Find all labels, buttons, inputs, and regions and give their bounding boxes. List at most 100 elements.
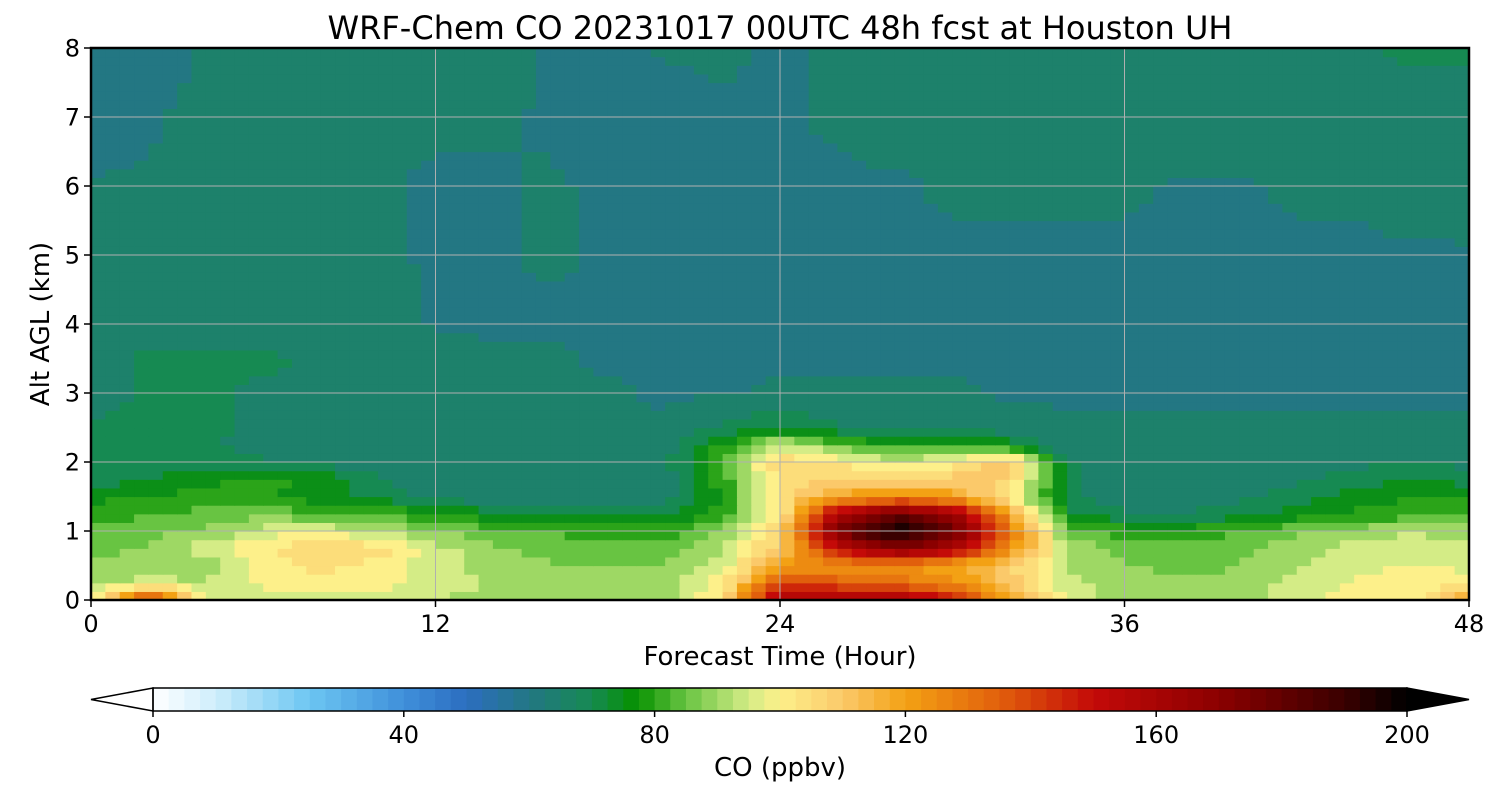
heatmap-cell — [1210, 393, 1226, 403]
heatmap-cell — [349, 341, 365, 351]
heatmap-cell — [1239, 306, 1255, 316]
heatmap-cell — [579, 410, 594, 420]
heatmap-cell — [1239, 522, 1255, 532]
heatmap-cell — [521, 444, 537, 454]
heatmap-cell — [564, 229, 580, 239]
heatmap-cell — [1368, 470, 1384, 480]
heatmap-cell — [1368, 513, 1384, 523]
heatmap-cell — [263, 168, 279, 178]
heatmap-cell — [1167, 203, 1183, 213]
heatmap-cell — [966, 306, 982, 316]
heatmap-cell — [1440, 531, 1456, 541]
heatmap-field — [91, 48, 1469, 600]
heatmap-cell — [765, 324, 781, 334]
heatmap-cell — [1038, 462, 1054, 472]
heatmap-cell — [363, 565, 379, 575]
heatmap-cell — [1224, 194, 1240, 204]
heatmap-cell — [1382, 410, 1398, 420]
heatmap-cell — [248, 591, 264, 600]
heatmap-cell — [808, 436, 824, 446]
heatmap-cell — [1110, 556, 1126, 567]
heatmap-cell — [995, 487, 1011, 498]
heatmap-cell — [1454, 272, 1469, 282]
heatmap-cell — [335, 582, 350, 592]
heatmap-cell — [349, 418, 365, 429]
heatmap-cell — [1081, 513, 1097, 523]
heatmap-cell — [1181, 582, 1197, 592]
heatmap-cell — [650, 427, 666, 437]
heatmap-cell — [1339, 401, 1355, 411]
heatmap-cell — [1067, 280, 1083, 291]
heatmap-cell — [392, 349, 408, 360]
heatmap-cell — [995, 539, 1011, 549]
heatmap-cell — [263, 462, 279, 472]
heatmap-cell — [937, 341, 953, 351]
heatmap-cell — [406, 246, 422, 256]
heatmap-cell — [808, 349, 824, 360]
heatmap-cell — [1311, 289, 1327, 299]
heatmap-cell — [1081, 375, 1097, 385]
heatmap-cell — [521, 255, 537, 265]
heatmap-cell — [1024, 168, 1039, 178]
heatmap-cell — [1354, 194, 1370, 204]
heatmap-cell — [808, 358, 824, 368]
heatmap-cell — [392, 246, 408, 256]
heatmap-cell — [607, 186, 623, 196]
heatmap-cell — [205, 315, 221, 325]
heatmap-cell — [1124, 315, 1140, 325]
heatmap-cell — [866, 306, 882, 316]
heatmap-cell — [665, 453, 681, 463]
heatmap-cell — [1153, 487, 1169, 498]
heatmap-cell — [1052, 186, 1068, 196]
heatmap-cell — [248, 582, 264, 592]
heatmap-cell — [1268, 315, 1283, 325]
heatmap-cell — [952, 393, 968, 403]
heatmap-cell — [866, 487, 882, 498]
heatmap-cell — [162, 479, 178, 489]
heatmap-cell — [1339, 548, 1355, 558]
heatmap-cell — [105, 237, 121, 247]
heatmap-cell — [937, 298, 953, 308]
heatmap-cell — [1282, 220, 1298, 230]
heatmap-cell — [277, 591, 293, 600]
heatmap-cell — [449, 168, 465, 178]
heatmap-cell — [622, 462, 638, 472]
heatmap-cell — [1411, 168, 1427, 178]
heatmap-cell — [91, 160, 106, 170]
heatmap-cell — [1368, 582, 1384, 592]
heatmap-cell — [392, 470, 408, 480]
heatmap-cell — [1382, 341, 1398, 351]
heatmap-cell — [937, 548, 953, 558]
heatmap-cell — [780, 582, 795, 592]
heatmap-cell — [177, 574, 193, 584]
heatmap-cell — [593, 280, 609, 291]
heatmap-cell — [492, 168, 508, 178]
heatmap-cell — [105, 496, 121, 506]
heatmap-cell — [492, 574, 508, 584]
heatmap-cell — [191, 237, 207, 247]
heatmap-cell — [220, 384, 236, 394]
heatmap-cell — [1253, 479, 1269, 489]
heatmap-cell — [1325, 522, 1341, 532]
heatmap-cell — [335, 565, 350, 575]
heatmap-cell — [593, 349, 609, 360]
heatmap-cell — [91, 496, 106, 506]
heatmap-cell — [894, 255, 910, 265]
heatmap-cell — [909, 591, 925, 600]
heatmap-cell — [177, 401, 193, 411]
heatmap-cell — [291, 453, 307, 463]
heatmap-cell — [966, 349, 982, 360]
heatmap-cell — [507, 324, 523, 334]
heatmap-cell — [693, 229, 709, 239]
heatmap-cell — [421, 531, 437, 541]
heatmap-cell — [1311, 255, 1327, 265]
heatmap-cell — [665, 505, 681, 515]
heatmap-cell — [966, 418, 982, 429]
heatmap-cell — [1052, 591, 1068, 600]
heatmap-cell — [1052, 263, 1068, 273]
heatmap-cell — [263, 556, 279, 567]
heatmap-cell — [1196, 487, 1212, 498]
heatmap-cell — [1397, 367, 1413, 377]
heatmap-cell — [1095, 151, 1111, 161]
heatmap-cell — [1440, 574, 1456, 584]
